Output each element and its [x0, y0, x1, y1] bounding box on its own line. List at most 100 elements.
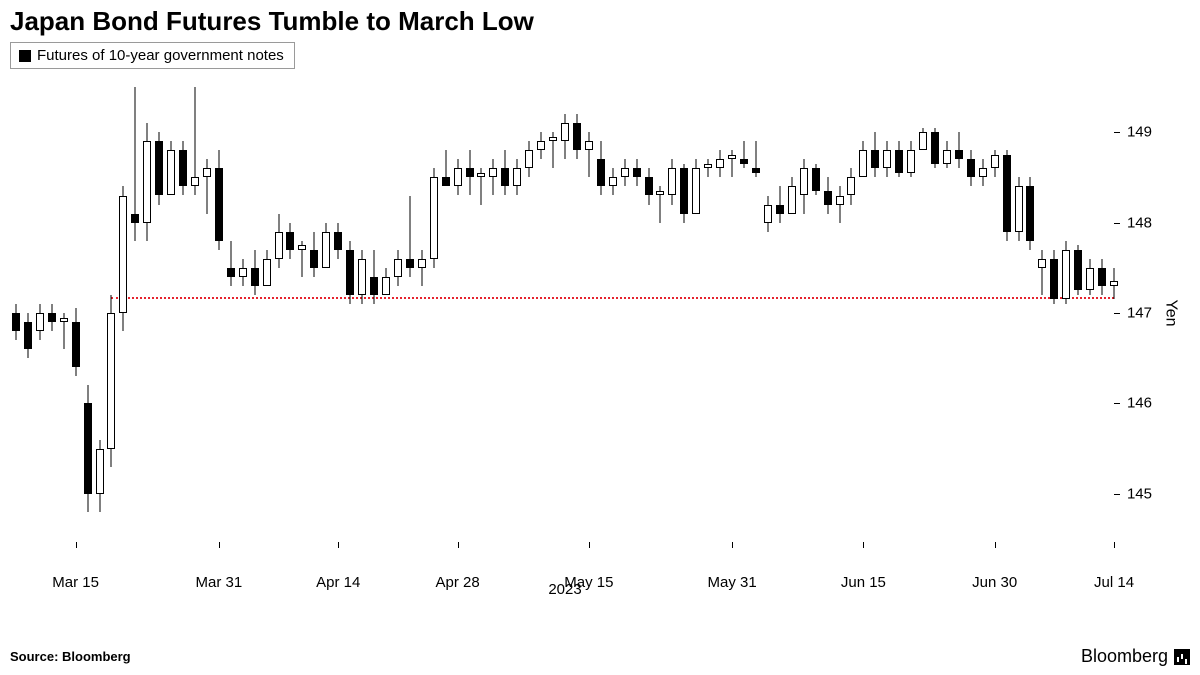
candle-body	[967, 159, 975, 177]
y-tick-mark	[1114, 223, 1120, 224]
candle-body	[24, 322, 32, 349]
candle	[1038, 78, 1046, 548]
candle-body	[537, 141, 545, 150]
candle-body	[1050, 259, 1058, 300]
candle-body	[692, 168, 700, 213]
legend-label: Futures of 10-year government notes	[37, 47, 284, 64]
candle-body	[251, 268, 259, 286]
candle	[322, 78, 330, 548]
candle	[334, 78, 342, 548]
candle-body	[60, 318, 68, 323]
y-axis: 145146147148149	[1120, 78, 1152, 548]
candle	[394, 78, 402, 548]
candle-body	[84, 403, 92, 493]
candle-body	[430, 177, 438, 258]
candle	[96, 78, 104, 548]
candle	[561, 78, 569, 548]
candle	[895, 78, 903, 548]
y-tick-label: 146	[1127, 395, 1152, 412]
candle	[239, 78, 247, 548]
candle-body	[859, 150, 867, 177]
candle	[919, 78, 927, 548]
candle	[585, 78, 593, 548]
x-tick-label: Jun 15	[841, 574, 886, 591]
candle-body	[167, 150, 175, 195]
candle	[1086, 78, 1094, 548]
candle-body	[573, 123, 581, 150]
candle	[537, 78, 545, 548]
candle-body	[561, 123, 569, 141]
candle	[370, 78, 378, 548]
candle-body	[239, 268, 247, 277]
candle-body	[991, 155, 999, 169]
candle	[609, 78, 617, 548]
candle	[704, 78, 712, 548]
candle	[621, 78, 629, 548]
candle-body	[36, 313, 44, 331]
candle	[1062, 78, 1070, 548]
x-tick-mark	[219, 542, 220, 548]
candle	[167, 78, 175, 548]
plot-region	[10, 78, 1120, 548]
candle	[286, 78, 294, 548]
candle	[597, 78, 605, 548]
candle	[406, 78, 414, 548]
candle-body	[919, 132, 927, 150]
candle	[859, 78, 867, 548]
candle-body	[645, 177, 653, 195]
candle	[883, 78, 891, 548]
candle-body	[48, 313, 56, 322]
chart-title: Japan Bond Futures Tumble to March Low	[10, 6, 534, 37]
y-tick-mark	[1114, 132, 1120, 133]
candle-body	[1098, 268, 1106, 286]
candle-wick	[1042, 250, 1043, 295]
legend-swatch	[19, 50, 31, 62]
x-tick-mark	[863, 542, 864, 548]
candle	[824, 78, 832, 548]
candle-wick	[493, 159, 494, 195]
candle-body	[716, 159, 724, 168]
x-tick-mark	[732, 542, 733, 548]
candle-body	[358, 259, 366, 295]
candle-body	[310, 250, 318, 268]
candle-body	[477, 173, 485, 178]
candle	[418, 78, 426, 548]
candle-body	[466, 168, 474, 177]
candle-body	[179, 150, 187, 186]
brand-icon	[1174, 649, 1190, 665]
candle	[871, 78, 879, 548]
candle	[1015, 78, 1023, 548]
candle	[215, 78, 223, 548]
candle-body	[895, 150, 903, 173]
candle	[943, 78, 951, 548]
candle-body	[597, 159, 605, 186]
x-tick-mark	[76, 542, 77, 548]
candle-body	[1003, 155, 1011, 232]
candle	[991, 78, 999, 548]
candle-body	[668, 168, 676, 195]
candle	[525, 78, 533, 548]
candle-body	[633, 168, 641, 177]
candle-body	[131, 214, 139, 223]
x-tick-label: Apr 14	[316, 574, 360, 591]
candle	[119, 78, 127, 548]
legend: Futures of 10-year government notes	[10, 42, 295, 69]
candle	[728, 78, 736, 548]
candle-body	[955, 150, 963, 159]
candle-body	[406, 259, 414, 268]
candle-body	[812, 168, 820, 191]
candle-body	[501, 168, 509, 186]
candle	[907, 78, 915, 548]
candle-body	[776, 205, 784, 214]
candle-body	[656, 191, 664, 196]
candle-body	[96, 449, 104, 494]
candle	[466, 78, 474, 548]
candle-body	[143, 141, 151, 222]
candle	[1003, 78, 1011, 548]
candle	[60, 78, 68, 548]
candle-body	[203, 168, 211, 177]
candle-body	[1015, 186, 1023, 231]
candle-body	[883, 150, 891, 168]
candle-body	[1062, 250, 1070, 300]
y-axis-label: Yen	[1162, 300, 1180, 327]
